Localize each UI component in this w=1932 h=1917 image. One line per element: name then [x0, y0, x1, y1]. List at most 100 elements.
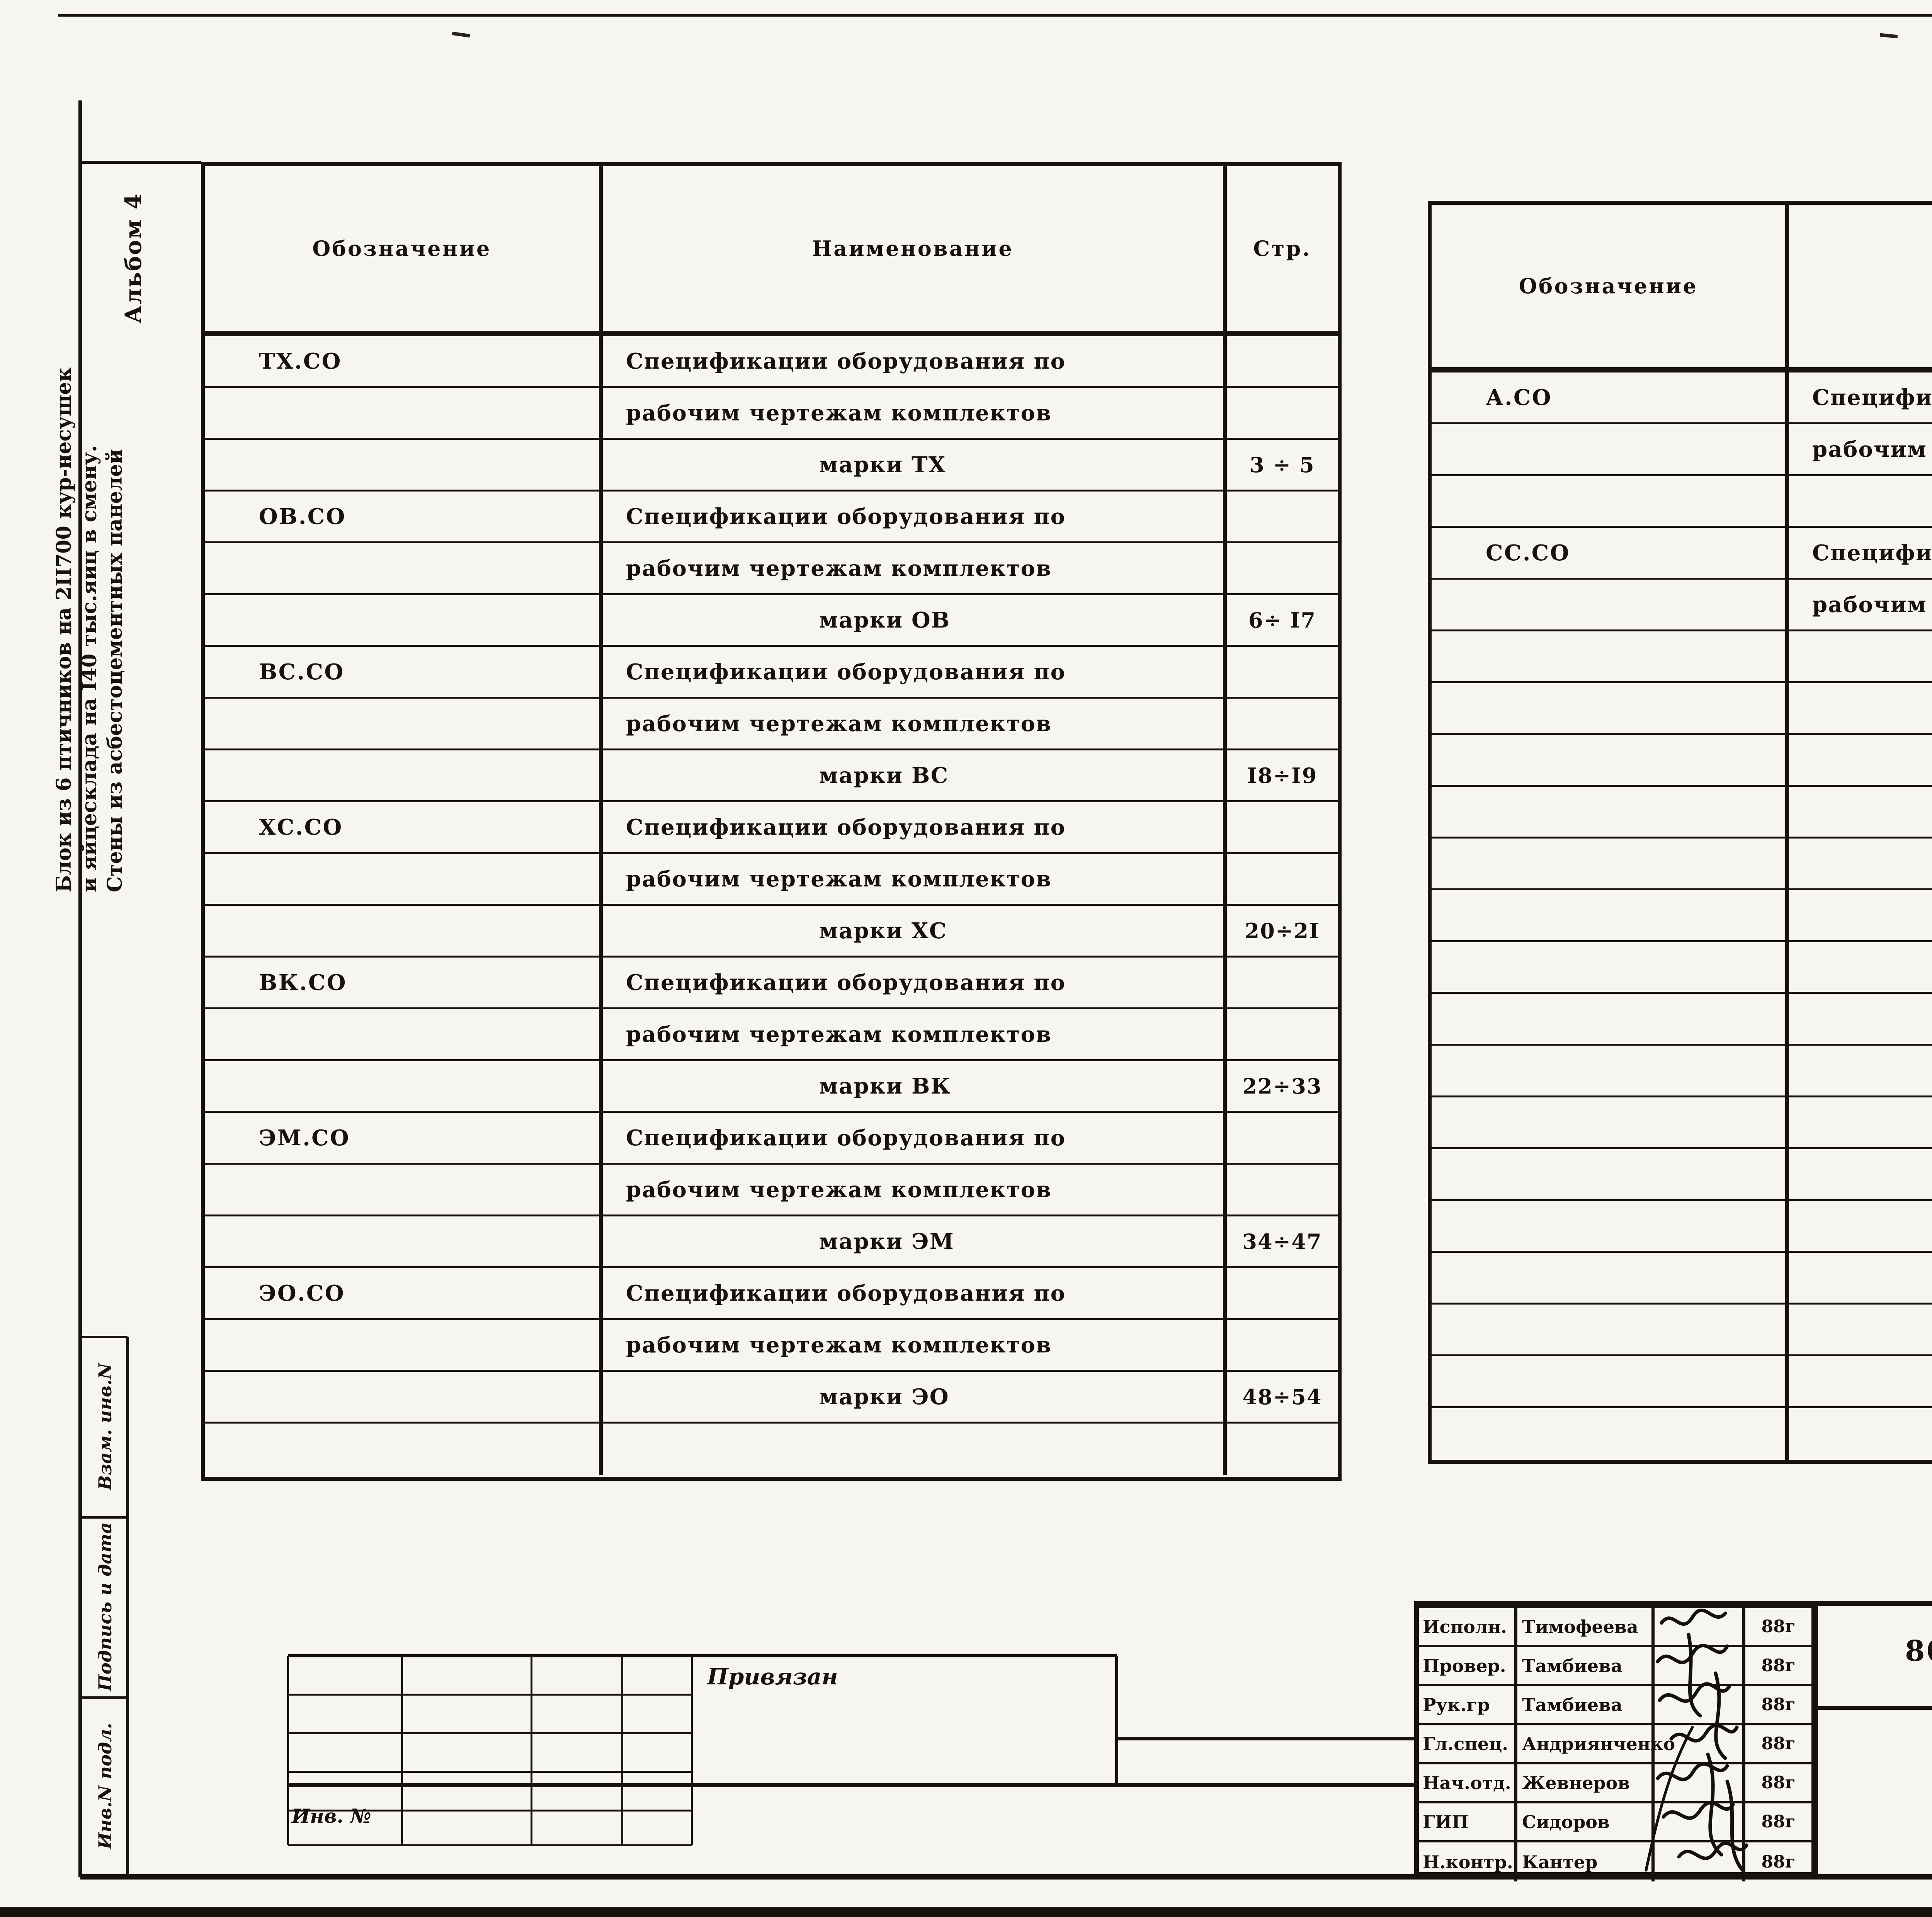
page-cell [1227, 802, 1338, 852]
name-cell: Спецификации оборудования по [603, 492, 1227, 541]
designation-cell [1432, 476, 1789, 526]
page-cell: 6÷ I7 [1248, 607, 1316, 633]
name-cell [1789, 683, 1932, 733]
table-row [1432, 735, 1932, 787]
table-row: ЭО.СО Спецификации оборудования по [205, 1268, 1338, 1320]
rule-line [80, 161, 201, 164]
contents-table-left: Обозначение Наименование Стр. ТХ.СО Специ… [201, 162, 1342, 1481]
signature-year: 88г [1761, 1734, 1796, 1754]
rule-line [80, 1516, 128, 1519]
designation-cell [1432, 1046, 1789, 1095]
signature-role: Рук.гр [1419, 1686, 1517, 1723]
scan-edge-band [0, 1907, 1932, 1917]
page-cell: 34÷47 [1242, 1229, 1322, 1254]
designation-cell [1432, 580, 1789, 629]
signature-row: Исполн. Тимофеева 88г [1419, 1608, 1811, 1647]
rule-line [1117, 1737, 1414, 1740]
name-cell: Спецификации оборудования по [603, 1113, 1227, 1163]
table-row: рабочим чертежам комплектов [205, 854, 1338, 906]
signature-name: Тамбиева [1517, 1647, 1655, 1684]
name-cell: рабочим чертежам комплектов [603, 543, 1227, 593]
rule-line [621, 1656, 623, 1845]
designation-cell [205, 1216, 603, 1266]
table-row: марки ХС 20÷2I [205, 906, 1338, 958]
designation-cell [1432, 994, 1789, 1044]
designation-cell: СС.СО [1432, 528, 1789, 578]
designation-cell [1432, 942, 1789, 992]
header-name: Наименование [1789, 205, 1932, 367]
page-cell [1227, 647, 1338, 697]
name-cell [1789, 1253, 1932, 1303]
signature-year: 88г [1761, 1852, 1796, 1872]
header-designation: Обозначение [205, 166, 603, 331]
name-cell [1789, 1201, 1932, 1251]
signature-year: 88г [1761, 1695, 1796, 1715]
designation-cell [1432, 1356, 1789, 1406]
project-title-line: Стены из асбестоцементных панелей [103, 449, 127, 893]
designation-cell [205, 543, 603, 593]
table-row: ХС.СО Спецификации оборудования по [205, 802, 1338, 854]
rule-line [1115, 1656, 1118, 1785]
name-cell: Спецификации оборудования по [1789, 373, 1932, 422]
name-cell [1789, 839, 1932, 888]
signature-year: 88г [1761, 1812, 1796, 1832]
designation-cell: А.СО [1432, 373, 1789, 422]
contents-table-right: Обозначение Наименование Стр. А.СОСпециф… [1428, 201, 1932, 1464]
designation-cell [1432, 1253, 1789, 1303]
designation-cell: ВС.СО [205, 647, 603, 697]
rule-line [288, 1654, 1117, 1657]
rule-line [78, 100, 82, 1877]
rule-line [80, 1696, 128, 1699]
designation-cell: ВК.СО [205, 958, 603, 1007]
table-row: рабочим чертежам комплектов [1432, 424, 1932, 476]
signature-role: Н.контр. [1419, 1842, 1517, 1881]
rule-line [287, 1656, 289, 1845]
name-cell: марки ЭО [603, 1372, 1227, 1422]
name-cell [1789, 1149, 1932, 1199]
sheet-title-line: Содержание [1816, 1754, 1932, 1784]
rule-line [58, 14, 1932, 17]
name-cell: Спецификации оборудования по [603, 336, 1227, 386]
page-cell [1227, 1113, 1338, 1163]
signature-mark [1655, 1725, 1745, 1762]
table-row: марки ЭМ 34÷47 [205, 1216, 1338, 1268]
signature-name: Кантер [1517, 1842, 1655, 1881]
table-row: рабочим чертежам комплектов [205, 1009, 1338, 1061]
table-row [1432, 890, 1932, 942]
designation-cell [1432, 1149, 1789, 1199]
table-row: марки СС62÷67 [1432, 631, 1932, 683]
signature-mark [1655, 1686, 1745, 1723]
table-row [1432, 1201, 1932, 1253]
page-cell [1227, 388, 1338, 438]
name-cell: марки ОВ [603, 595, 1227, 645]
page-cell [1227, 492, 1338, 541]
signature-name: Сидоров [1517, 1803, 1655, 1840]
table-row: рабочим чертежам комплектов [205, 1320, 1338, 1372]
signature-table: Исполн. Тимофеева 88г Провер. Тамбиева 88г Рук… [1414, 1604, 1816, 1881]
designation-cell [1432, 1097, 1789, 1147]
table-row [1432, 683, 1932, 735]
designation-cell [1432, 890, 1789, 940]
signature-name: Андриянченко [1517, 1725, 1675, 1762]
name-cell [1789, 890, 1932, 940]
table-row: ЭМ.СО Спецификации оборудования по [205, 1113, 1338, 1165]
rule-line [690, 1656, 693, 1845]
table-row: рабочим чертежам комплектов [205, 388, 1338, 440]
project-title-vertical: Блок из 6 птичников на 2II700 кур-несуше… [51, 367, 128, 892]
page-cell: 3 ÷ 5 [1250, 452, 1315, 477]
doc-number: 805-2-83.88 [1905, 1635, 1932, 1668]
header-name: Наименование [603, 166, 1227, 331]
registration-tick [1879, 33, 1898, 39]
page-cell [1227, 1320, 1338, 1370]
page-cell: 22÷33 [1242, 1073, 1322, 1099]
table-row [1432, 942, 1932, 994]
designation-cell [205, 1320, 603, 1370]
name-cell [1789, 1305, 1932, 1354]
name-cell: рабочим чертежам комплектов [603, 1009, 1227, 1059]
page-cell [1227, 336, 1338, 386]
table-body: ТХ.СО Спецификации оборудования по рабочим… [205, 336, 1338, 1475]
signature-role: Исполн. [1419, 1608, 1517, 1645]
page-cell [1227, 543, 1338, 593]
designation-cell [205, 854, 603, 904]
